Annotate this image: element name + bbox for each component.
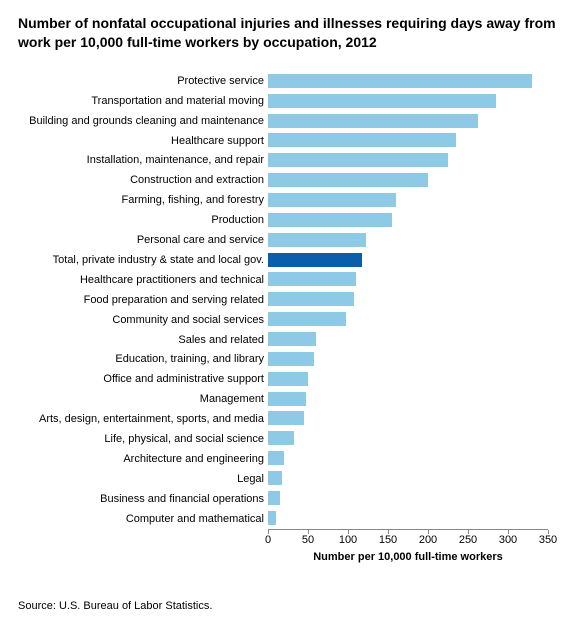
bar xyxy=(268,133,456,147)
bar xyxy=(268,233,366,247)
bar-row xyxy=(268,471,548,485)
x-axis-ticks: 050100150200250300350 xyxy=(268,530,548,548)
bar-row xyxy=(268,491,548,505)
bar-row xyxy=(268,233,548,247)
y-label: Transportation and material moving xyxy=(18,94,264,108)
x-tick-label: 300 xyxy=(499,534,517,546)
plot-area xyxy=(268,70,548,530)
chart-title: Number of nonfatal occupational injuries… xyxy=(18,14,562,52)
bar-row xyxy=(268,213,548,227)
y-label: Management xyxy=(18,392,264,406)
bar-row xyxy=(268,253,548,267)
y-label: Production xyxy=(18,213,264,227)
x-tick-label: 0 xyxy=(265,534,271,546)
y-label: Sales and related xyxy=(18,333,264,347)
bar xyxy=(268,213,392,227)
bar-row xyxy=(268,411,548,425)
bar xyxy=(268,352,314,366)
bar xyxy=(268,94,496,108)
bar-row xyxy=(268,292,548,306)
y-label: Construction and extraction xyxy=(18,173,264,187)
bar-row xyxy=(268,153,548,167)
bar-row xyxy=(268,114,548,128)
bar xyxy=(268,173,428,187)
y-label: Arts, design, entertainment, sports, and… xyxy=(18,412,264,426)
x-tick-label: 350 xyxy=(539,534,557,546)
x-tick-label: 200 xyxy=(419,534,437,546)
bar-row xyxy=(268,431,548,445)
y-label: Healthcare support xyxy=(18,134,264,148)
bar-row xyxy=(268,193,548,207)
bar xyxy=(268,74,532,88)
bar xyxy=(268,332,316,346)
bar xyxy=(268,153,448,167)
bar xyxy=(268,431,294,445)
bar-row xyxy=(268,372,548,386)
bar xyxy=(268,312,346,326)
bar-row xyxy=(268,451,548,465)
y-label: Life, physical, and social science xyxy=(18,432,264,446)
y-label: Healthcare practitioners and technical xyxy=(18,273,264,287)
x-tick-label: 150 xyxy=(379,534,397,546)
x-tick-label: 50 xyxy=(302,534,314,546)
bar-row xyxy=(268,173,548,187)
bar xyxy=(268,193,396,207)
y-label: Legal xyxy=(18,472,264,486)
x-tick-label: 250 xyxy=(459,534,477,546)
bar-highlight xyxy=(268,253,362,267)
bar-row xyxy=(268,392,548,406)
source-text: Source: U.S. Bureau of Labor Statistics. xyxy=(18,600,212,612)
x-tick-label: 100 xyxy=(339,534,357,546)
bars-container xyxy=(268,74,548,525)
bar xyxy=(268,114,478,128)
bar xyxy=(268,471,282,485)
bar-row xyxy=(268,352,548,366)
bar xyxy=(268,272,356,286)
y-label: Business and financial operations xyxy=(18,492,264,506)
bar-row xyxy=(268,312,548,326)
y-label: Installation, maintenance, and repair xyxy=(18,153,264,167)
bar-row xyxy=(268,94,548,108)
y-axis-labels: Protective service Transportation and mat… xyxy=(18,74,264,526)
chart-body: Protective service Transportation and mat… xyxy=(18,70,562,570)
bar xyxy=(268,292,354,306)
y-label: Architecture and engineering xyxy=(18,452,264,466)
y-label: Personal care and service xyxy=(18,233,264,247)
bar-row xyxy=(268,511,548,525)
bar-row xyxy=(268,272,548,286)
y-label: Office and administrative support xyxy=(18,372,264,386)
x-axis-title: Number per 10,000 full-time workers xyxy=(268,551,548,563)
y-label: Protective service xyxy=(18,74,264,88)
y-label: Community and social services xyxy=(18,313,264,327)
y-label: Food preparation and serving related xyxy=(18,293,264,307)
y-label: Computer and mathematical xyxy=(18,512,264,526)
bar-row xyxy=(268,133,548,147)
bar xyxy=(268,411,304,425)
y-label: Farming, fishing, and forestry xyxy=(18,193,264,207)
bar xyxy=(268,451,284,465)
bar xyxy=(268,511,276,525)
bar xyxy=(268,491,280,505)
bar-row xyxy=(268,74,548,88)
y-label: Building and grounds cleaning and mainte… xyxy=(18,114,264,128)
bar xyxy=(268,372,308,386)
bar-row xyxy=(268,332,548,346)
y-label: Total, private industry & state and loca… xyxy=(18,253,264,267)
y-label: Education, training, and library xyxy=(18,352,264,366)
bar xyxy=(268,392,306,406)
